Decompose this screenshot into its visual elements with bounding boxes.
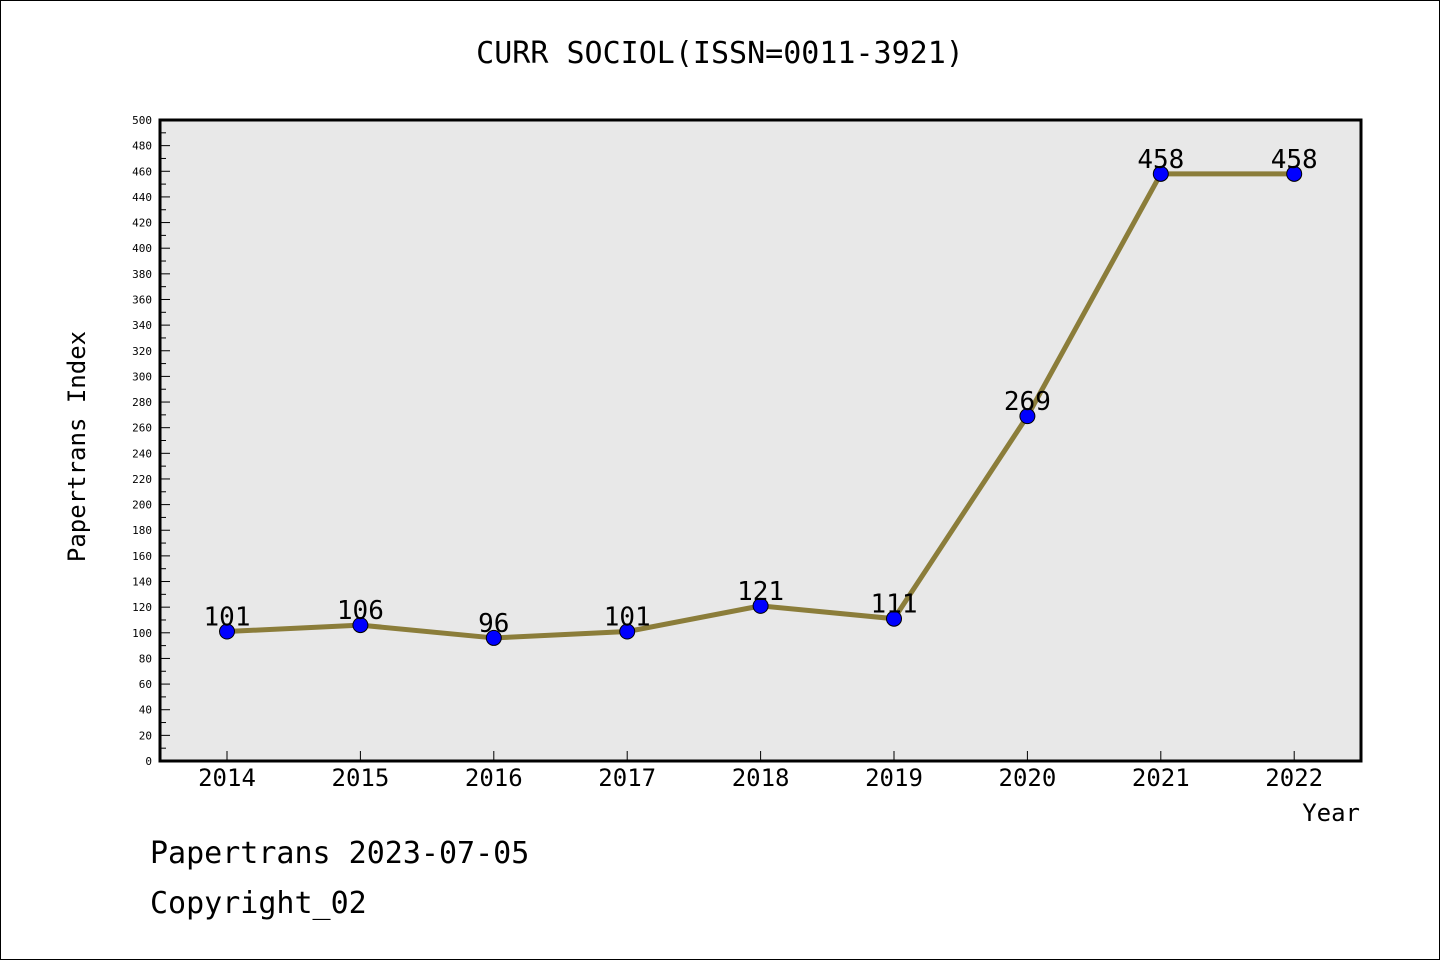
- y-tick-label: 200: [132, 499, 152, 512]
- data-point: [219, 623, 235, 640]
- data-point: [1019, 408, 1036, 425]
- data-point: [352, 617, 369, 634]
- data-point: [485, 629, 502, 646]
- data-label: 121: [737, 577, 784, 607]
- x-axis-title: Year: [1302, 799, 1360, 827]
- x-tick-label: 2016: [465, 764, 523, 792]
- y-tick-label: 160: [132, 550, 152, 563]
- y-tick-label: 0: [145, 755, 152, 768]
- data-label: 111: [871, 590, 918, 620]
- x-tick-label: 2020: [999, 764, 1057, 792]
- x-tick-label: 2019: [865, 764, 923, 792]
- footer-copyright: Copyright_02: [150, 886, 367, 921]
- y-tick-label: 80: [139, 652, 152, 665]
- data-point: [886, 610, 902, 627]
- y-tick-label: 260: [132, 422, 152, 435]
- y-tick-label: 60: [139, 678, 152, 691]
- y-tick-label: 440: [132, 191, 152, 204]
- x-tick-label: 2015: [332, 764, 390, 792]
- y-tick-label: 480: [132, 140, 152, 153]
- footer-date: Papertrans 2023-07-05: [150, 836, 530, 871]
- y-tick-label: 40: [139, 704, 152, 717]
- y-tick-label: 140: [132, 576, 152, 589]
- x-tick-label: 2021: [1132, 764, 1190, 792]
- plot-border: [158, 118, 1363, 763]
- y-tick-label: 320: [132, 345, 152, 358]
- y-tick-label: 180: [132, 524, 152, 537]
- x-tick-label: 2022: [1265, 764, 1323, 792]
- y-tick-label: 380: [132, 268, 152, 281]
- data-label: 96: [478, 609, 509, 639]
- y-tick-label: 500: [132, 114, 152, 127]
- y-tick-label: 280: [132, 396, 152, 409]
- x-tick-label: 2018: [732, 764, 790, 792]
- data-label: 269: [1004, 387, 1051, 417]
- data-point: [1286, 165, 1303, 182]
- plot-area: [160, 120, 1361, 761]
- y-tick-label: 420: [132, 217, 152, 230]
- data-label: 458: [1271, 145, 1318, 175]
- y-axis-title: Papertrans Index: [63, 331, 91, 562]
- y-tick-label: 360: [132, 293, 152, 306]
- y-tick-label: 240: [132, 447, 152, 460]
- data-label: 458: [1137, 145, 1184, 175]
- y-tick-label: 340: [132, 319, 152, 332]
- y-tick-label: 220: [132, 473, 152, 486]
- x-tick-label: 2017: [598, 764, 656, 792]
- data-label: 106: [337, 596, 384, 626]
- chart-title: CURR SOCIOL(ISSN=0011-3921): [476, 36, 964, 71]
- y-tick-label: 20: [139, 729, 152, 742]
- data-point: [619, 623, 636, 640]
- y-tick-label: 300: [132, 370, 152, 383]
- y-tick-label: 400: [132, 242, 152, 255]
- y-tick-label: 100: [132, 627, 152, 640]
- y-tick-label: 120: [132, 601, 152, 614]
- data-point: [752, 597, 769, 614]
- x-tick-label: 2014: [198, 764, 256, 792]
- y-tick-label: 460: [132, 165, 152, 178]
- data-label: 101: [204, 603, 251, 633]
- data-label: 101: [604, 603, 651, 633]
- data-point: [1152, 165, 1169, 182]
